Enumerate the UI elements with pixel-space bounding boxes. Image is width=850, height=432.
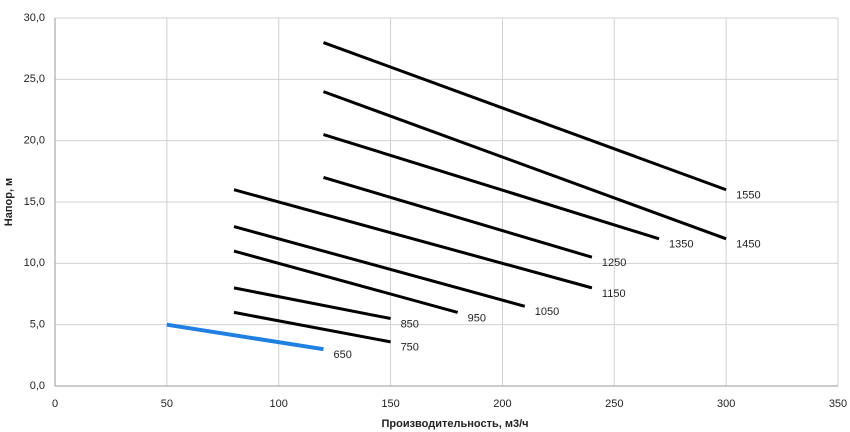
series-line xyxy=(322,90,727,241)
series-line xyxy=(233,310,391,344)
x-tick-label: 50 xyxy=(161,398,173,410)
series-label: 1550 xyxy=(736,190,760,202)
series-line xyxy=(233,249,459,314)
series-line xyxy=(323,176,593,259)
series-line xyxy=(233,286,391,321)
y-tick-label: 15,0 xyxy=(24,196,45,208)
y-tick-label: 20,0 xyxy=(24,135,45,147)
series-label: 950 xyxy=(468,312,486,324)
series-label: 750 xyxy=(401,342,419,354)
y-tick-label: 0,0 xyxy=(30,380,45,392)
series-line xyxy=(166,322,324,352)
series-line xyxy=(323,133,660,241)
y-tick-label: 10,0 xyxy=(24,257,45,269)
x-axis-label: Производительность, м3/ч xyxy=(381,418,528,430)
series-line xyxy=(322,41,727,192)
y-tick-label: 5,0 xyxy=(30,319,45,331)
y-tick-label: 25,0 xyxy=(24,73,45,85)
x-tick-label: 350 xyxy=(829,398,847,410)
series-line xyxy=(233,188,593,290)
series-label: 1450 xyxy=(736,239,760,251)
series-label: 1350 xyxy=(669,239,693,251)
x-tick-label: 0 xyxy=(52,398,58,410)
series-label: 1050 xyxy=(535,306,559,318)
x-tick-label: 100 xyxy=(270,398,288,410)
series-label: 650 xyxy=(333,349,351,361)
x-tick-label: 200 xyxy=(493,398,511,410)
series-label: 1150 xyxy=(602,288,626,300)
series-label: 850 xyxy=(401,318,419,330)
x-tick-label: 150 xyxy=(381,398,399,410)
x-tick-label: 250 xyxy=(605,398,623,410)
series-label: 1250 xyxy=(602,257,626,269)
x-tick-label: 300 xyxy=(717,398,735,410)
series-line xyxy=(233,225,526,308)
y-axis-label: Напор, м xyxy=(3,178,15,226)
y-tick-label: 30,0 xyxy=(24,12,45,24)
